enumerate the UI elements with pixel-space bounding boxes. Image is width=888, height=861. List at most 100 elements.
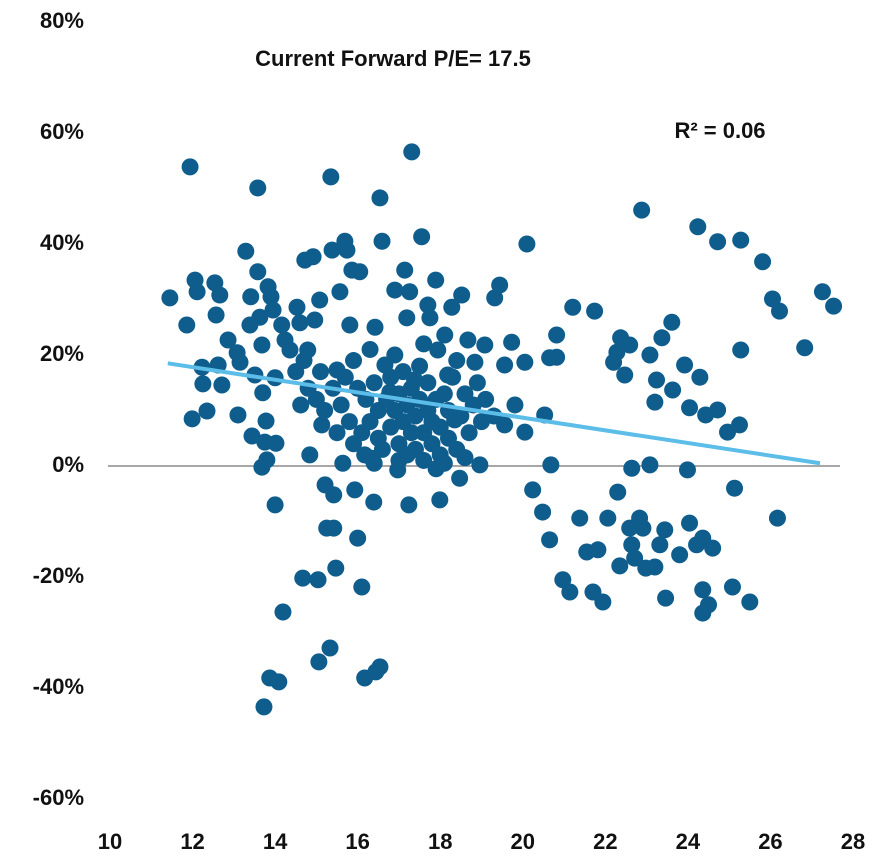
point xyxy=(273,316,291,334)
point xyxy=(371,189,389,207)
x-tick-label: 14 xyxy=(263,829,288,854)
point xyxy=(754,253,772,271)
point xyxy=(242,288,260,306)
point xyxy=(309,571,327,589)
point xyxy=(516,353,534,371)
point xyxy=(456,449,474,467)
point xyxy=(704,539,722,557)
y-tick-label: 60% xyxy=(40,119,84,144)
point xyxy=(394,363,412,381)
point xyxy=(676,356,694,374)
point xyxy=(292,396,310,414)
point xyxy=(188,283,206,301)
point xyxy=(594,593,612,611)
point xyxy=(253,336,271,354)
point xyxy=(419,374,437,392)
point xyxy=(403,143,421,161)
point xyxy=(321,639,339,657)
point xyxy=(491,276,509,294)
point xyxy=(340,413,358,431)
point xyxy=(274,603,292,621)
point xyxy=(542,456,560,474)
x-tick-label: 24 xyxy=(676,829,701,854)
point xyxy=(338,241,356,259)
trend-line xyxy=(167,361,821,466)
point xyxy=(349,529,367,547)
point xyxy=(435,454,453,472)
point xyxy=(663,313,681,331)
point xyxy=(334,454,352,472)
point xyxy=(771,302,789,320)
point xyxy=(429,341,447,359)
point xyxy=(796,339,814,357)
point xyxy=(345,352,363,370)
point xyxy=(231,353,249,371)
point xyxy=(294,569,312,587)
point xyxy=(312,363,330,381)
point xyxy=(304,248,322,266)
point xyxy=(561,583,579,601)
point xyxy=(219,331,237,349)
point xyxy=(486,289,504,307)
point xyxy=(641,346,659,364)
point xyxy=(709,233,727,251)
point xyxy=(681,399,699,417)
point xyxy=(700,596,718,614)
x-tick-label: 28 xyxy=(841,829,865,854)
point xyxy=(415,451,433,469)
point xyxy=(671,546,689,564)
point xyxy=(351,263,369,281)
point xyxy=(444,368,462,386)
point xyxy=(651,536,669,554)
x-tick-label: 22 xyxy=(593,829,617,854)
point xyxy=(402,424,420,442)
point xyxy=(534,503,552,521)
point xyxy=(194,375,212,393)
point xyxy=(825,297,843,315)
point xyxy=(435,385,453,403)
point xyxy=(415,335,433,353)
x-tick-label: 12 xyxy=(180,829,204,854)
point xyxy=(419,296,437,314)
point xyxy=(243,427,261,445)
point xyxy=(398,309,416,327)
point xyxy=(181,158,199,176)
point xyxy=(621,336,639,354)
point xyxy=(183,410,201,428)
point xyxy=(249,263,267,281)
point xyxy=(161,289,179,307)
point xyxy=(365,493,383,511)
point xyxy=(689,218,707,236)
point xyxy=(323,241,341,259)
point xyxy=(503,333,521,351)
point xyxy=(681,514,699,532)
point xyxy=(599,509,617,527)
point xyxy=(421,309,439,327)
point xyxy=(623,536,641,554)
point xyxy=(723,578,741,596)
point xyxy=(586,302,604,320)
y-tick-label: 80% xyxy=(40,8,84,33)
y-tick-label: -20% xyxy=(33,563,84,588)
point xyxy=(518,235,536,253)
point xyxy=(270,673,288,691)
point xyxy=(371,658,389,676)
point xyxy=(390,451,408,469)
point xyxy=(541,531,559,549)
point xyxy=(691,368,709,386)
point xyxy=(476,336,494,354)
point xyxy=(258,451,276,469)
point xyxy=(325,486,343,504)
point xyxy=(608,343,626,361)
point xyxy=(656,521,674,539)
x-tick-label: 18 xyxy=(428,829,452,854)
point xyxy=(211,286,229,304)
point xyxy=(626,549,644,567)
y-tick-label: 40% xyxy=(40,230,84,255)
annotation: R² = 0.06 xyxy=(674,118,765,143)
point xyxy=(694,581,712,599)
point xyxy=(267,434,285,452)
point xyxy=(331,283,349,301)
point xyxy=(732,231,750,249)
point xyxy=(251,308,269,326)
